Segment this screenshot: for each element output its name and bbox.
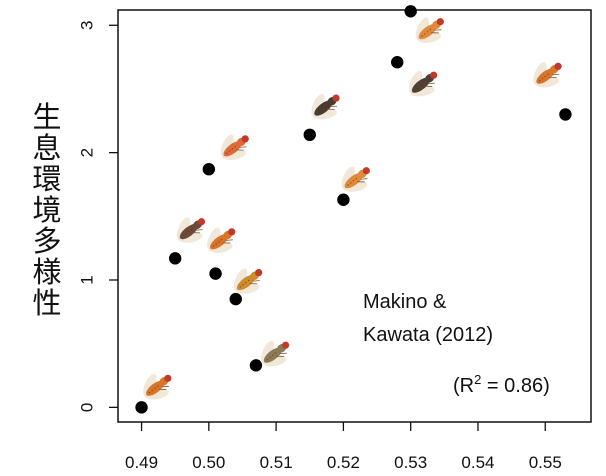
data-point [249,359,263,372]
data-point [391,56,404,69]
x-tick-label: 0.51 [260,453,293,472]
fly-icon [207,227,236,253]
data-point [404,5,417,18]
fly-icon [341,166,370,192]
fly-icon [176,217,206,243]
y-axis-label-char: 環 [32,162,61,196]
annotation-line2: Kawata (2012) [363,324,493,346]
annotation: Makino & Kawata (2012) (R2 = 0.86) [363,291,550,397]
x-tick-label: 0.50 [192,453,225,472]
data-point [229,292,242,306]
fly-icon [220,134,249,161]
data-point [209,267,222,280]
data-point [303,128,316,142]
y-tick-label: 1 [77,275,96,284]
fly-icon [143,374,172,400]
y-tick-label: 2 [77,148,96,157]
fly-icon [533,62,562,88]
fly-icon [408,70,438,97]
plot-frame [117,9,592,423]
data-point [559,108,572,121]
y-axis-label-char: 境 [32,193,61,227]
data-point [337,193,350,206]
annotation-line1: Makino & [363,291,447,313]
y-axis-label-char: 様 [32,255,61,289]
r-squared-label: (R2 = 0.86) [453,372,550,397]
y-tick-label: 0 [77,403,96,412]
data-point [135,401,148,414]
x-tick-label: 0.54 [461,453,494,472]
data-point [202,162,216,176]
x-axis: 0.49 0.50 0.51 0.52 0.53 0.54 0.55 [125,422,562,472]
fly-icon-layer [143,17,562,400]
y-tick-label: 3 [77,21,96,30]
fly-icon [415,17,444,43]
y-axis-label-char: 生 [32,100,61,134]
data-points [135,5,572,414]
fly-icon [233,268,263,294]
y-axis-label-char: 息 [32,131,61,165]
x-tick-label: 0.52 [327,453,360,472]
x-tick-label: 0.55 [529,453,562,472]
fly-icon [311,93,340,120]
data-point [168,252,182,265]
y-axis-label-char: 性 [32,286,61,320]
x-tick-label: 0.49 [125,453,158,472]
y-axis-label-char: 多 [32,224,61,258]
fly-icon [260,340,290,367]
x-tick-label: 0.53 [394,453,427,472]
y-axis: 0 1 2 3 [77,21,118,412]
